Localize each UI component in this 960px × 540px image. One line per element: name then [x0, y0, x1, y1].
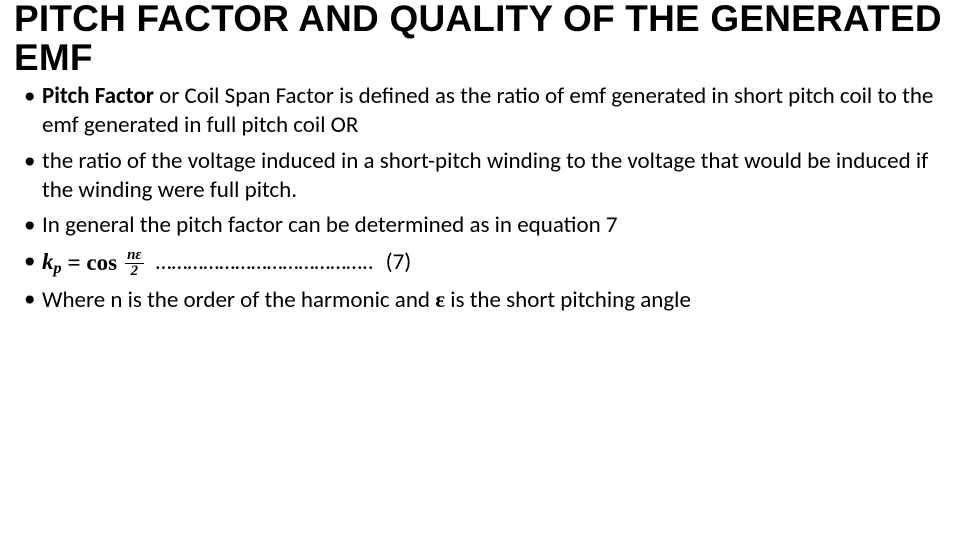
bullet-text-post: is the short pitching angle	[445, 286, 691, 314]
bullet-text-pre: Where n is the order of the harmonic and	[42, 286, 435, 314]
slide: PITCH FACTOR AND QUALITY OF THE GENERATE…	[0, 0, 960, 540]
eq-frac-num: nε	[125, 248, 144, 264]
equation: kp = cos nε 2 ………………………………….. (7)	[42, 247, 940, 280]
eq-op: = cos	[68, 248, 118, 277]
bullet-equation: kp = cos nε 2 ………………………………….. (7)	[42, 247, 940, 280]
eq-dots: …………………………………..	[156, 248, 374, 277]
bullet-lead-bold: Pitch Factor	[42, 82, 154, 110]
slide-title: PITCH FACTOR AND QUALITY OF THE GENERATE…	[14, 0, 946, 78]
bullet-item: Pitch Factor or Coil Span Factor is defi…	[42, 82, 940, 141]
bullet-item: Where n is the order of the harmonic and…	[42, 285, 940, 315]
bullet-text: In general the pitch factor can be deter…	[42, 211, 618, 239]
bullet-item: the ratio of the voltage induced in a sh…	[42, 147, 940, 206]
bullet-list: Pitch Factor or Coil Span Factor is defi…	[14, 82, 946, 316]
bullet-text: the ratio of the voltage induced in a sh…	[42, 147, 928, 204]
bullet-text: or Coil Span Factor is defined as the ra…	[42, 82, 933, 139]
epsilon-symbol: ε	[435, 287, 445, 312]
eq-frac-den: 2	[129, 264, 141, 279]
eq-lhs: kp	[42, 247, 62, 280]
eq-var: k	[42, 249, 54, 274]
eq-sub: p	[54, 260, 62, 277]
bullet-item: In general the pitch factor can be deter…	[42, 211, 940, 240]
eq-number: (7)	[386, 248, 412, 277]
eq-fraction: nε 2	[125, 248, 144, 279]
